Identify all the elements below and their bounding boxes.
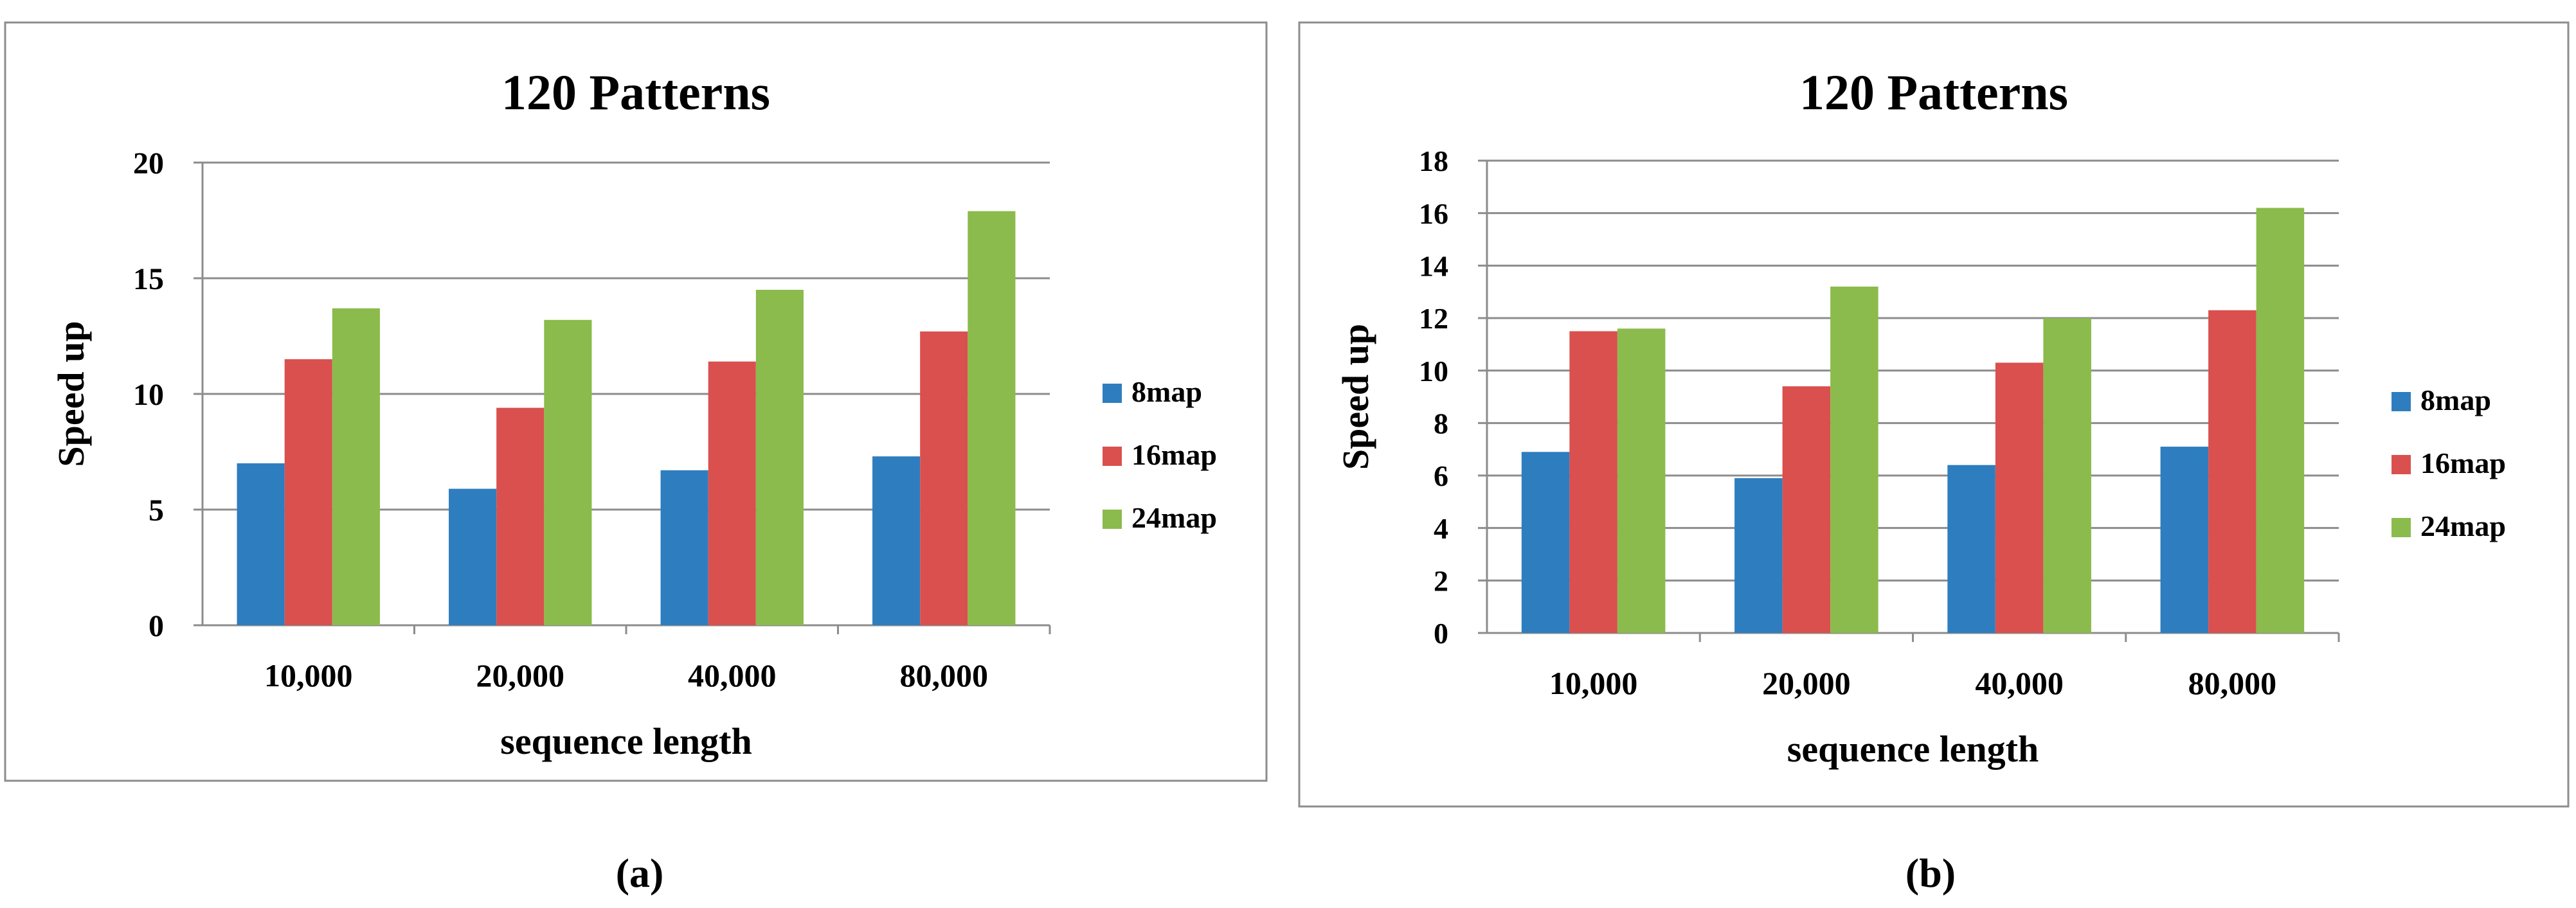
- legend-label-8map: 8map: [1131, 375, 1202, 408]
- y-tick-label: 0: [1434, 617, 1448, 650]
- y-tick-label: 12: [1419, 302, 1448, 335]
- y-tick-label: 10: [1419, 355, 1448, 387]
- legend-label-8map: 8map: [2420, 384, 2491, 416]
- chart-frame: [1298, 21, 2570, 808]
- y-tick-label: 14: [1419, 249, 1448, 282]
- y-tick-label: 0: [149, 609, 164, 643]
- bar-16map-10000: [284, 359, 332, 625]
- bar-8map-40000: [660, 470, 708, 625]
- bar-24map-40000: [755, 290, 804, 625]
- bar-8map-40000: [1947, 465, 1995, 633]
- x-axis-title: sequence length: [1787, 728, 2039, 770]
- y-tick-label: 16: [1419, 197, 1448, 230]
- bar-8map-20000: [1734, 478, 1783, 633]
- bar-24map-20000: [544, 319, 592, 625]
- x-tick-label: 10,000: [1549, 665, 1638, 701]
- bar-16map-20000: [496, 407, 545, 625]
- bar-24map-10000: [332, 308, 380, 625]
- legend-swatch-16map: [2391, 455, 2411, 474]
- chart-title: 120 Patterns: [501, 64, 770, 120]
- y-tick-label: 10: [133, 378, 164, 412]
- bar-8map-10000: [1521, 452, 1570, 633]
- bar-24map-20000: [1830, 287, 1878, 633]
- chart-panel-a: 120 Patterns 0 5 10 15 20 10,000 20,000 40,000 80…: [4, 21, 1268, 782]
- y-axis-title: Speed up: [1335, 324, 1376, 470]
- bar-16map-80000: [2208, 310, 2256, 633]
- legend-swatch-24map: [2391, 518, 2411, 537]
- y-tick-label: 15: [133, 262, 164, 296]
- y-tick-label: 8: [1434, 407, 1448, 440]
- legend-swatch-8map: [1103, 384, 1122, 403]
- legend-swatch-24map: [1103, 510, 1122, 529]
- x-tick-label: 80,000: [2188, 665, 2277, 701]
- x-tick-label: 80,000: [900, 657, 989, 693]
- chart-frame: [4, 21, 1268, 782]
- legend-label-16map: 16map: [1131, 438, 1217, 471]
- x-tick-label: 10,000: [264, 657, 353, 693]
- legend-label-16map: 16map: [2420, 447, 2506, 479]
- bar-24map-80000: [2256, 208, 2305, 633]
- legend-swatch-16map: [1103, 447, 1122, 466]
- x-axis-title: sequence length: [500, 720, 752, 762]
- bar-16map-10000: [1569, 331, 1617, 633]
- y-tick-label: 6: [1434, 459, 1448, 492]
- bar-16map-20000: [1782, 386, 1831, 633]
- x-tick-label: 20,000: [476, 657, 565, 693]
- bar-8map-20000: [449, 488, 497, 625]
- bar-16map-80000: [920, 331, 968, 625]
- bar-16map-40000: [1995, 362, 2044, 633]
- legend-label-24map: 24map: [2420, 510, 2506, 542]
- bar-8map-80000: [872, 456, 921, 625]
- y-axis-title: Speed up: [50, 321, 92, 467]
- chart-title: 120 Patterns: [1799, 64, 2068, 120]
- bar-8map-10000: [237, 463, 285, 625]
- legend: 8map 16map 24map: [2391, 384, 2506, 542]
- legend: 8map 16map 24map: [1103, 375, 1217, 534]
- bar-24map-80000: [968, 211, 1016, 626]
- legend-swatch-8map: [2391, 392, 2411, 411]
- bar-8map-80000: [2160, 447, 2209, 633]
- x-tick-label: 40,000: [688, 657, 777, 693]
- x-tick-label: 20,000: [1762, 665, 1851, 701]
- y-tick-label: 4: [1434, 512, 1448, 545]
- x-tick-label: 40,000: [1975, 665, 2064, 701]
- bar-16map-40000: [708, 361, 756, 625]
- panel-label-a: (a): [616, 850, 664, 896]
- y-tick-label: 20: [133, 147, 164, 181]
- bar-24map-10000: [1617, 328, 1666, 633]
- y-tick-label: 18: [1419, 145, 1448, 177]
- bar-24map-40000: [2043, 318, 2091, 633]
- chart-panel-b: 120 Patterns 0 2 4 6 8 10 12 14 16 18 10,000 20,000 4…: [1298, 21, 2570, 808]
- y-tick-label: 2: [1434, 564, 1448, 597]
- y-tick-label: 5: [149, 494, 164, 528]
- legend-label-24map: 24map: [1131, 501, 1217, 534]
- panel-label-b: (b): [1905, 850, 1956, 896]
